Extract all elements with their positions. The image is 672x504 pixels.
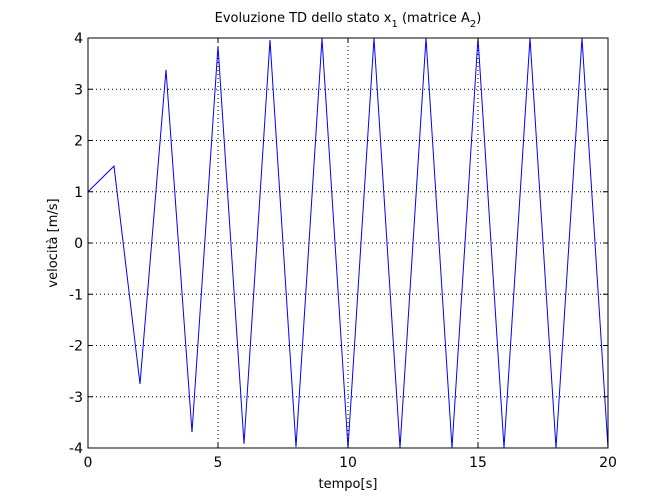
- y-tick-label: 1: [74, 185, 83, 201]
- y-tick-label: -3: [69, 390, 83, 406]
- x-tick-label: 0: [84, 455, 93, 471]
- y-tick-labels: -4 -3 -2 -1 0 1 2 3 4: [69, 31, 83, 457]
- x-tick-label: 20: [599, 455, 617, 471]
- y-tick-label: -1: [69, 287, 83, 303]
- chart-title-sub-2: 2: [470, 19, 476, 30]
- chart-title-prefix: Evoluzione TD dello stato x: [215, 11, 392, 26]
- x-tick-label: 10: [339, 455, 357, 471]
- y-tick-label: 2: [74, 134, 83, 150]
- y-tick-label: -4: [69, 441, 83, 457]
- chart-title: Evoluzione TD dello stato x1 (matrice A2…: [215, 11, 482, 30]
- chart-title-middle: (matrice A: [398, 11, 470, 26]
- x-tick-labels: 0 5 10 15 20: [84, 455, 617, 471]
- y-tick-label: 4: [74, 31, 83, 47]
- y-tick-label: 3: [74, 82, 83, 98]
- y-axis-label: velocità [m/s]: [46, 198, 61, 287]
- y-tick-label: -2: [69, 339, 83, 355]
- x-tick-label: 15: [469, 455, 487, 471]
- x-axis-label: tempo[s]: [319, 477, 378, 492]
- gridlines: [88, 38, 608, 448]
- y-tick-label: 0: [74, 236, 83, 252]
- chart-title-sub-1: 1: [391, 19, 397, 30]
- x-tick-label: 5: [214, 455, 223, 471]
- tick-marks: [87, 37, 609, 449]
- chart-title-suffix: ): [476, 11, 481, 26]
